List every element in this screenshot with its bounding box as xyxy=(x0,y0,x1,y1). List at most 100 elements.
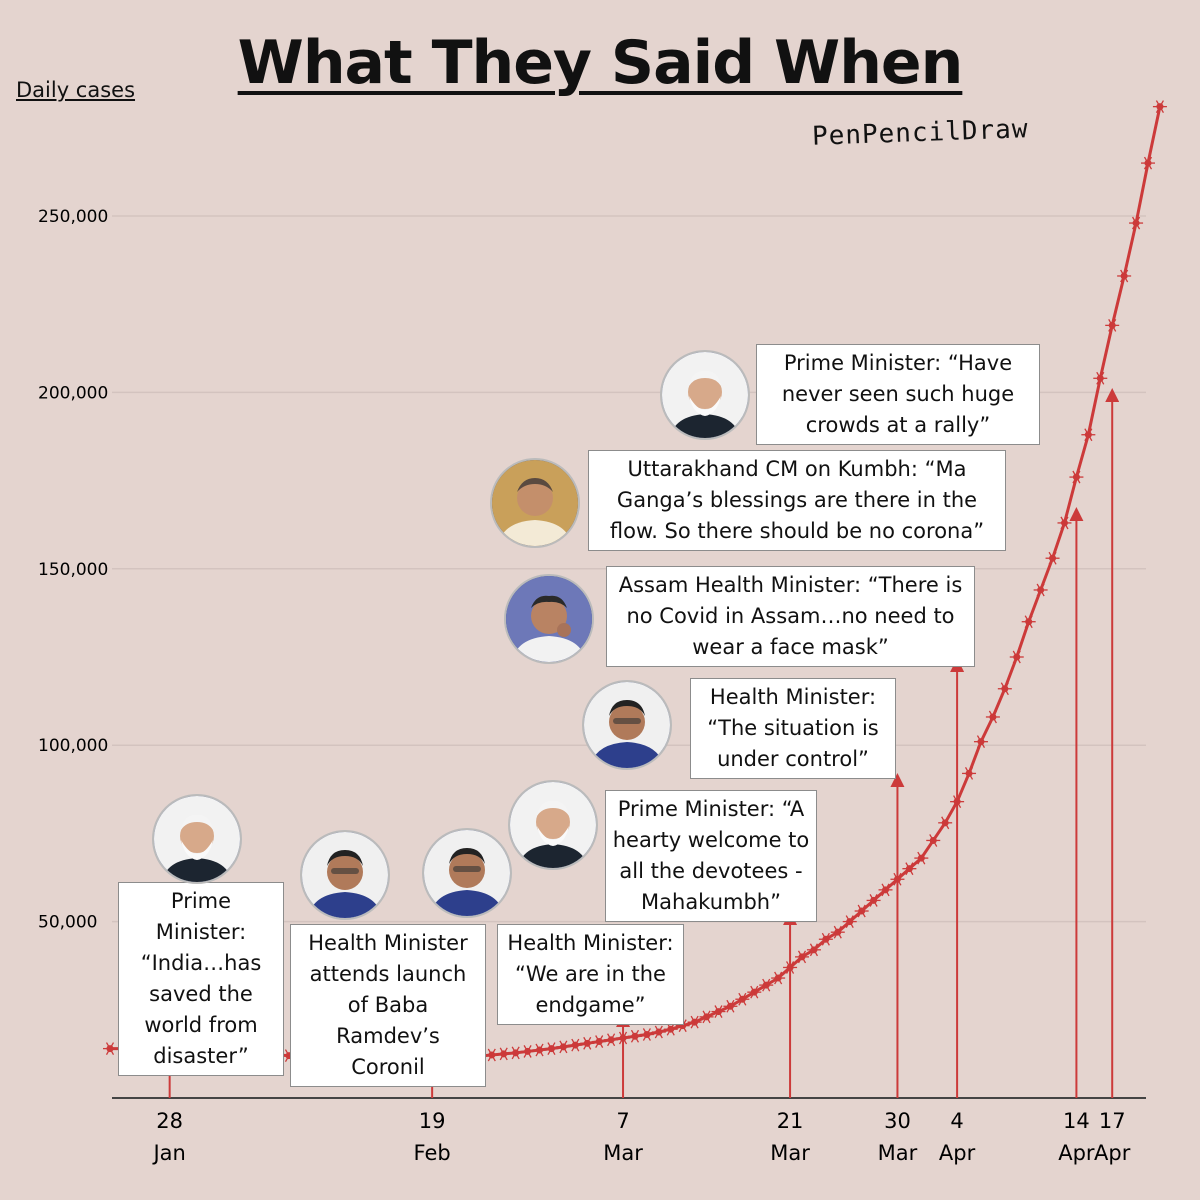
data-point-spike xyxy=(869,894,875,901)
data-point-spike xyxy=(1000,688,1006,696)
data-point-spike xyxy=(821,932,827,940)
data-point xyxy=(783,961,798,974)
data-point-spike xyxy=(109,1042,115,1049)
data-point-spike xyxy=(738,992,743,1000)
data-point xyxy=(1045,551,1060,565)
data-point-spike xyxy=(845,921,851,928)
data-point-spike xyxy=(774,971,779,979)
data-point-spike xyxy=(929,834,934,841)
data-point-spike xyxy=(1016,650,1021,658)
data-point-spike xyxy=(941,816,946,824)
modi-portrait-icon xyxy=(660,350,750,440)
quote-box-q5: Health Minister: “The situation is under… xyxy=(690,678,896,779)
data-point-spike xyxy=(893,878,899,886)
data-point-spike xyxy=(1048,557,1054,565)
data-point-spike xyxy=(284,1049,290,1056)
data-point xyxy=(938,816,953,830)
data-point-spike xyxy=(845,915,851,922)
data-point-spike xyxy=(953,801,958,809)
data-point-spike xyxy=(1147,156,1153,164)
data-point-spike xyxy=(741,998,747,1006)
data-point xyxy=(914,851,929,865)
data-point xyxy=(1081,428,1096,442)
data-point-spike xyxy=(976,735,982,742)
quote-box-q8: Prime Minister: “Have never seen such hu… xyxy=(756,344,1040,445)
data-point-spike xyxy=(583,1042,588,1050)
data-point xyxy=(556,1040,571,1054)
data-point xyxy=(830,925,845,939)
data-point-spike xyxy=(857,910,863,918)
data-point xyxy=(496,1047,511,1061)
data-point-spike xyxy=(1096,371,1101,379)
data-point xyxy=(532,1043,547,1057)
x-tick-month: Mar xyxy=(878,1141,918,1165)
data-point xyxy=(1105,318,1120,332)
data-point-spike xyxy=(750,991,755,999)
data-point-spike xyxy=(658,1031,663,1039)
data-point-spike xyxy=(559,1040,564,1048)
data-point-spike xyxy=(109,1048,115,1055)
y-tick-label: 50,000 xyxy=(38,913,97,933)
data-point-spike xyxy=(670,1028,675,1036)
data-point-spike xyxy=(956,801,962,809)
harsh-vardhan-portrait-icon xyxy=(300,830,390,920)
data-point-spike xyxy=(873,900,878,907)
data-point-spike xyxy=(694,1021,699,1029)
data-point-spike xyxy=(562,1046,568,1054)
data-point-spike xyxy=(1111,325,1117,332)
data-point xyxy=(592,1035,607,1048)
data-point-spike xyxy=(634,1029,640,1037)
data-point-spike xyxy=(511,1046,517,1054)
x-tick-month: Apr xyxy=(1058,1141,1095,1165)
data-point-spike xyxy=(523,1045,529,1052)
data-point-spike xyxy=(705,1016,711,1024)
data-point-spike xyxy=(535,1049,541,1057)
x-tick-day: 17 xyxy=(1099,1109,1126,1133)
data-point-spike xyxy=(801,950,807,958)
data-point-spike xyxy=(499,1047,505,1055)
x-tick-month: Feb xyxy=(414,1141,451,1165)
data-point-spike xyxy=(622,1037,628,1045)
data-point-spike xyxy=(1108,318,1113,326)
data-point xyxy=(723,999,738,1013)
data-point xyxy=(997,682,1012,696)
harsh-vardhan-portrait-icon xyxy=(582,680,672,770)
data-point-spike xyxy=(988,716,994,724)
data-point-spike xyxy=(1084,428,1089,436)
data-point-spike xyxy=(1155,106,1161,114)
data-point-spike xyxy=(678,1025,684,1033)
data-point-spike xyxy=(562,1040,568,1048)
y-tick-label: 200,000 xyxy=(38,383,108,403)
data-point xyxy=(842,915,857,928)
data-point xyxy=(926,834,941,847)
data-point-spike xyxy=(976,741,982,749)
data-point-spike xyxy=(550,1042,556,1049)
data-point-spike xyxy=(515,1046,520,1054)
data-point-spike xyxy=(809,943,815,951)
data-point-spike xyxy=(714,1005,720,1012)
data-point-spike xyxy=(1147,162,1153,170)
data-point-spike xyxy=(527,1051,532,1058)
data-point xyxy=(973,735,988,749)
data-point-spike xyxy=(642,1028,648,1035)
data-point-spike xyxy=(944,816,950,824)
data-point-spike xyxy=(646,1028,651,1035)
data-point-spike xyxy=(523,1051,529,1058)
data-point-spike xyxy=(538,1043,544,1051)
data-point xyxy=(1093,371,1108,385)
data-point-spike xyxy=(821,938,827,946)
data-point-spike xyxy=(992,710,997,718)
data-point-spike xyxy=(726,999,731,1007)
data-point xyxy=(651,1025,666,1039)
data-point-spike xyxy=(1012,656,1018,664)
data-point-spike xyxy=(610,1039,616,1047)
data-point xyxy=(663,1022,678,1036)
data-point-spike xyxy=(1012,650,1018,658)
data-point xyxy=(699,1010,714,1024)
data-point-spike xyxy=(1004,682,1009,690)
data-point-spike xyxy=(1096,377,1101,385)
data-point-spike xyxy=(571,1038,576,1046)
x-tick-month: Apr xyxy=(939,1141,976,1165)
x-tick-month: Mar xyxy=(770,1141,810,1165)
